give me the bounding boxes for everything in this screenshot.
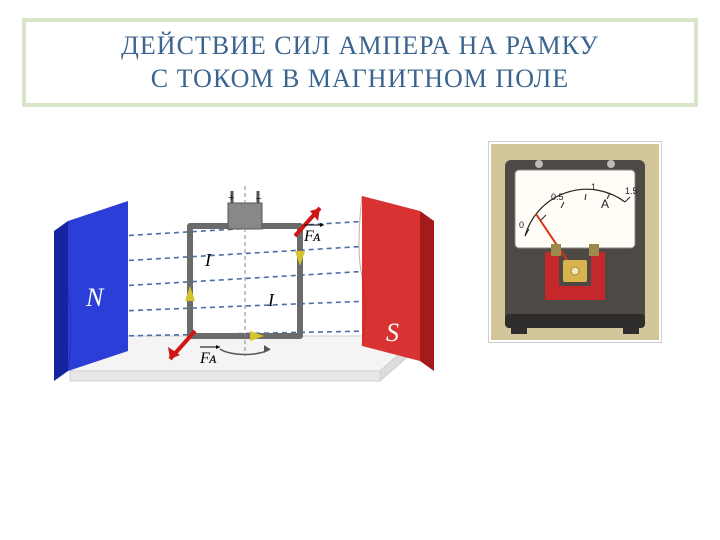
- slide: ДЕЙСТВИЕ СИЛ АМПЕРА НА РАМКУ С ТОКОМ В М…: [0, 0, 720, 540]
- svg-text:Fᴀ: Fᴀ: [303, 228, 321, 245]
- ammeter-terminal-right: [607, 160, 615, 168]
- south-label: S: [386, 318, 399, 347]
- slide-title-line2: С ТОКОМ В МАГНИТНОМ ПОЛЕ: [40, 63, 680, 96]
- ammeter-face: [515, 170, 635, 248]
- slide-title-box: ДЕЙСТВИЕ СИЛ АМПЕРА НА РАМКУ С ТОКОМ В М…: [22, 18, 698, 107]
- ammeter-terminal-left: [535, 160, 543, 168]
- south-pole: S: [359, 196, 434, 371]
- svg-text:Fᴀ: Fᴀ: [199, 350, 217, 367]
- north-pole: N: [54, 201, 128, 381]
- ammeter-unit: A: [601, 197, 609, 211]
- magnet-loop-diagram: N S + –: [50, 141, 440, 411]
- ammeter-tick-3: 1.5: [625, 186, 638, 196]
- current-label-right: I: [267, 290, 275, 310]
- ammeter-tick-0: 0: [519, 220, 524, 230]
- slide-title-line1: ДЕЙСТВИЕ СИЛ АМПЕРА НА РАМКУ: [40, 30, 680, 63]
- slide-content: N S + –: [22, 141, 698, 411]
- current-label-left: I: [204, 250, 212, 270]
- ammeter-tick-1: 0.5: [551, 192, 564, 202]
- platform-edge: [70, 371, 380, 381]
- terminal-plus: +: [228, 192, 234, 204]
- north-label: N: [85, 283, 105, 312]
- ammeter-diagram: 0 0.5 1 1.5 A: [488, 141, 662, 343]
- ammeter-tick-2: 1: [591, 182, 596, 192]
- terminal-minus: –: [255, 192, 262, 204]
